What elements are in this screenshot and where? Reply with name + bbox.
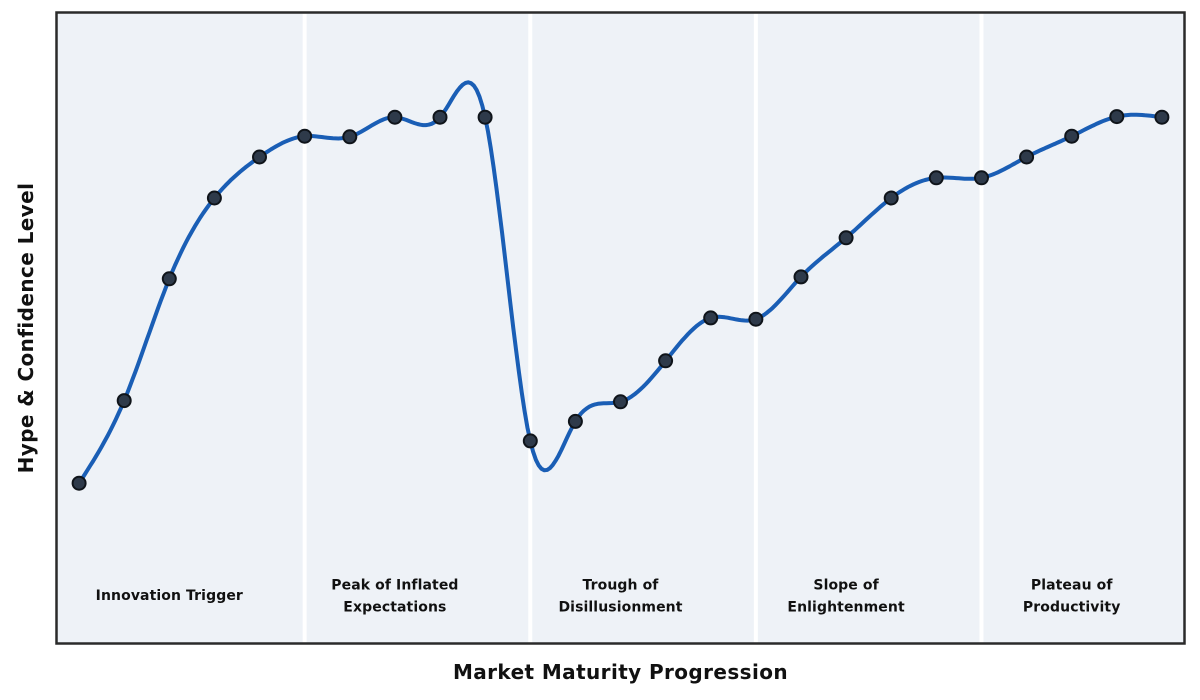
phase-label: Trough of Disillusionment (558, 577, 683, 616)
data-point-marker (206, 190, 222, 206)
y-axis-title: Hype & Confidence Level (14, 182, 38, 474)
data-point-marker (432, 109, 448, 125)
plot-area (56, 12, 1185, 644)
data-point-marker (1064, 128, 1080, 144)
phase-label: Slope of Enlightenment (787, 577, 905, 616)
data-point-marker (1154, 109, 1170, 125)
plot-border (55, 11, 1186, 645)
data-point-marker (928, 170, 944, 186)
data-point-marker (974, 170, 989, 186)
data-point-marker (748, 311, 764, 327)
data-point-marker (613, 394, 628, 410)
data-point-marker (838, 230, 854, 246)
data-point-marker (1109, 109, 1125, 125)
phase-separators (302, 13, 984, 643)
x-axis-title: Market Maturity Progression (452, 660, 789, 684)
phase-label: Innovation Trigger (95, 588, 243, 605)
phase-label: Peak of Inflated Expectations (331, 577, 459, 616)
data-point-marker (161, 271, 177, 287)
data-point-marker (387, 109, 403, 125)
data-point-marker (567, 413, 583, 429)
data-point-marker (71, 475, 87, 491)
data-point-marker (522, 433, 538, 449)
data-point-marker (1019, 149, 1035, 165)
data-point-marker (297, 128, 313, 144)
data-point-marker (703, 310, 719, 326)
phase-label: Plateau of Productivity (1022, 577, 1121, 616)
data-point-marker (477, 109, 493, 125)
data-point-marker (793, 269, 809, 285)
data-point-markers (71, 109, 1170, 491)
data-point-marker (342, 129, 358, 145)
data-point-marker (252, 149, 267, 165)
data-point-marker (116, 393, 132, 409)
data-point-marker (658, 353, 674, 369)
data-point-marker (883, 190, 899, 206)
